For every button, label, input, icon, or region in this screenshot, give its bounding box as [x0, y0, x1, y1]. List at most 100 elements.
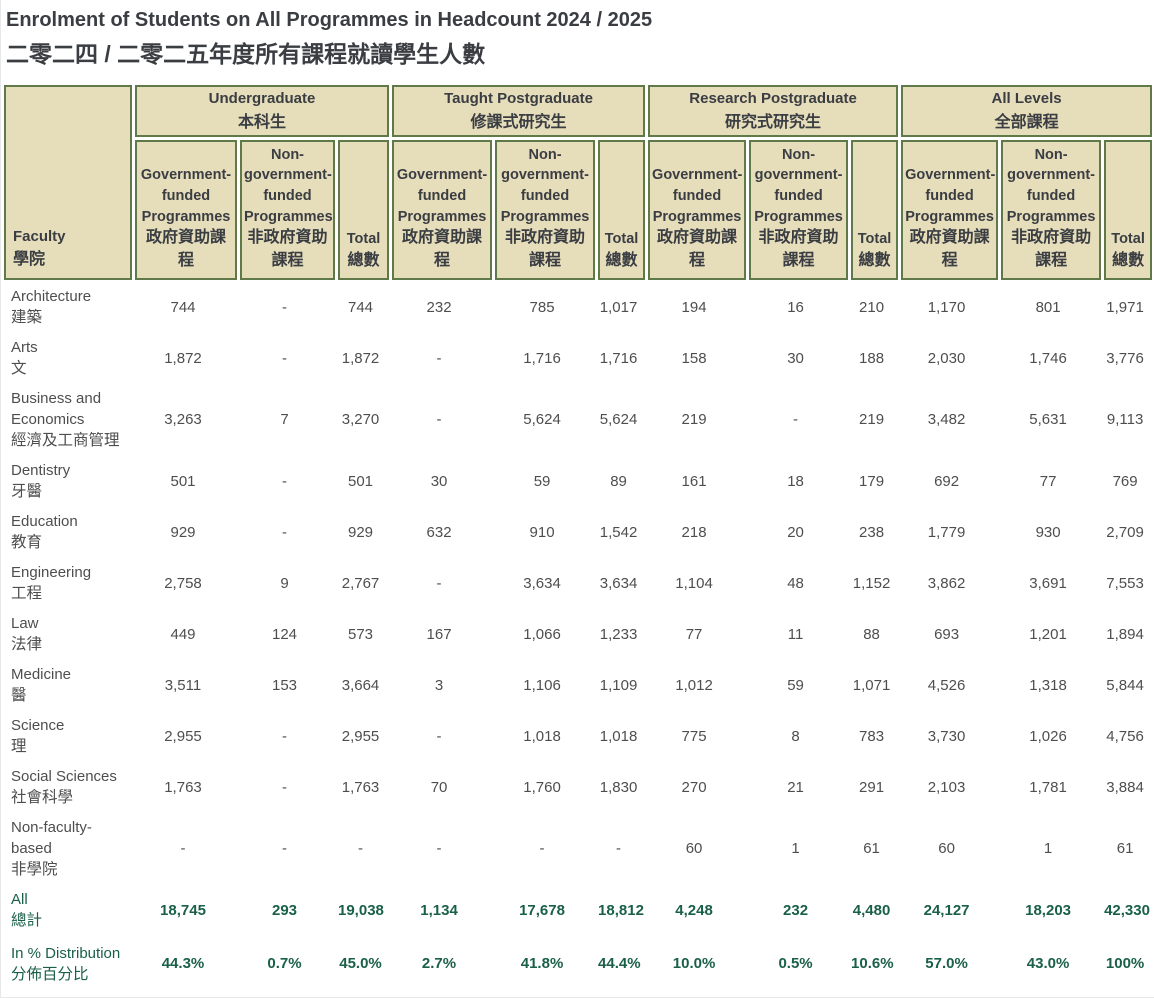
subheader-label-zh: 總數 [605, 251, 638, 269]
value-cell: 1,318 [1029, 676, 1067, 694]
value-cell: 5,624 [523, 411, 561, 428]
value-cell: 2,030 [927, 349, 966, 367]
subheader-label-zh: 政府資助課程 [657, 229, 738, 269]
value-cell: - [793, 411, 799, 428]
faculty-name-en: Dentistry [11, 462, 71, 479]
value-cell: 1,872 [164, 349, 202, 367]
value-cell: 1,716 [523, 349, 561, 367]
value-cell: 44.3% [161, 955, 205, 972]
value-cell: 21 [787, 778, 804, 796]
value-cell: 2,758 [164, 574, 202, 592]
faculty-cell: Social Sciences 社會科學 [4, 763, 132, 811]
faculty-name-zh: 文 [11, 360, 27, 377]
value-cell: - [282, 298, 287, 316]
group-label-zh: 全部課程 [994, 114, 1059, 131]
value-cell: - [539, 840, 545, 857]
faculty-name-en: Social Sciences [11, 768, 117, 785]
value-cell: 179 [859, 472, 885, 490]
value-cell: 188 [859, 349, 885, 367]
group-label-zh: 修課式研究生 [470, 114, 567, 131]
value-cell: 218 [681, 523, 707, 541]
value-cell: - [436, 411, 442, 428]
faculty-cell: Architecture 建築 [4, 283, 132, 331]
faculty-name-zh: 建築 [11, 309, 43, 326]
enrolment-table-wrap: Faculty 學院 Undergraduate 本科生 Taught Post… [1, 82, 1154, 998]
value-cell: 9,113 [1106, 411, 1144, 428]
value-cell: 161 [681, 472, 707, 490]
value-cell: 2,709 [1106, 523, 1144, 541]
value-cell: 449 [170, 625, 196, 643]
value-cell: 7,553 [1106, 574, 1144, 592]
value-cell: 1,109 [599, 676, 638, 694]
faculty-name-en: All [11, 891, 28, 908]
faculty-row: Law 法律 449 124 573 167 1,066 1,233 77 11 88 693 1,… [4, 610, 1152, 658]
faculty-name-en: Business and Economics [11, 390, 102, 428]
value-cell: 744 [348, 298, 374, 316]
value-cell: 801 [1035, 298, 1061, 316]
value-cell: 785 [529, 298, 555, 316]
subheader-gov-funded-ug: Government-funded Programmes 政府資助課程 [135, 140, 237, 280]
value-cell: 0.5% [778, 955, 813, 972]
value-cell: 158 [681, 349, 707, 367]
value-cell: 18 [787, 472, 804, 490]
value-cell: 19,038 [338, 901, 384, 919]
faculty-cell: Arts 文 [4, 334, 132, 382]
subheader-label-zh: 非政府資助課程 [247, 229, 328, 269]
value-cell: 2,955 [164, 727, 202, 745]
value-cell: 1 [1043, 840, 1053, 857]
faculty-header-cell: Faculty 學院 [4, 85, 132, 280]
subheader-label-en: Non-government-funded Programmes [244, 146, 333, 225]
value-cell: 3,884 [1106, 778, 1144, 796]
sub-header-row: Government-funded Programmes 政府資助課程 Non-… [4, 140, 1153, 280]
subheader-non-gov-funded-ug: Non-government-funded Programmes 非政府資助課程 [240, 140, 335, 280]
value-cell: 100% [1105, 955, 1145, 972]
faculty-row: Arts 文 1,872 - 1,872 - 1,716 1,716 158 30 188 2,0… [4, 334, 1152, 382]
subheader-label-en: Non-government-funded Programmes [500, 146, 590, 225]
subheader-label-en: Total [857, 231, 892, 248]
value-cell: 77 [1039, 472, 1057, 490]
value-cell: 48 [787, 574, 804, 592]
group-label-zh: 研究式研究生 [725, 114, 822, 131]
group-label-zh: 本科生 [238, 114, 287, 131]
value-cell: 4,480 [852, 901, 891, 919]
value-cell: 11 [787, 625, 804, 643]
subheader-label-zh: 政府資助課程 [145, 229, 226, 269]
value-cell: 3,862 [927, 574, 966, 592]
faculty-name-en: In % Distribution [11, 944, 121, 962]
value-cell: 1,106 [523, 676, 561, 694]
faculty-name-zh: 經濟及工商管理 [11, 432, 120, 449]
subheader-non-gov-funded-tpg: Non-government-funded Programmes 非政府資助課程 [495, 140, 596, 280]
value-cell: 3,691 [1029, 574, 1067, 592]
value-cell: 8 [791, 727, 800, 745]
subheader-label-zh: 政府資助課程 [402, 229, 483, 269]
value-cell: 4,248 [675, 901, 713, 919]
value-cell: 194 [681, 298, 707, 316]
subheader-label-en: Government-funded Programmes [396, 167, 488, 225]
subheader-label-zh: 非政府資助課程 [758, 229, 839, 269]
faculty-name-en: Medicine [11, 666, 72, 683]
value-cell: 30 [430, 472, 448, 490]
value-cell: 4,526 [927, 676, 966, 694]
value-cell: 3,634 [599, 574, 638, 592]
value-cell: 1,012 [675, 676, 713, 694]
value-cell: 2.7% [421, 955, 457, 972]
value-cell: 5,624 [599, 411, 638, 428]
subheader-total-rpg: Total 總數 [851, 140, 899, 280]
value-cell: 1 [791, 840, 800, 857]
value-cell: 1,017 [599, 298, 638, 316]
value-cell: 238 [859, 523, 885, 541]
value-cell: 1,026 [1029, 727, 1067, 745]
subheader-label-zh: 非政府資助課程 [505, 229, 586, 269]
value-cell: 775 [681, 727, 707, 745]
faculty-row: Medicine 醫 3,511 153 3,664 3 1,106 1,109 1,012… [4, 661, 1152, 709]
group-header-taught-postgraduate: Taught Postgraduate 修課式研究生 [392, 85, 646, 137]
all-total-row: All 總計 18,745 293 19,038 1,134 17,678 18,812 4… [4, 886, 1152, 934]
value-cell: 3,730 [927, 727, 966, 745]
group-label-en: All Levels [991, 90, 1062, 107]
value-cell: 61 [863, 840, 880, 857]
enrolment-table: Faculty 學院 Undergraduate 本科生 Taught Post… [1, 82, 1154, 993]
value-cell: 1,716 [599, 349, 638, 367]
faculty-name-en: Arts [11, 339, 38, 356]
value-cell: 70 [430, 778, 448, 796]
value-cell: 57.0% [925, 955, 968, 972]
